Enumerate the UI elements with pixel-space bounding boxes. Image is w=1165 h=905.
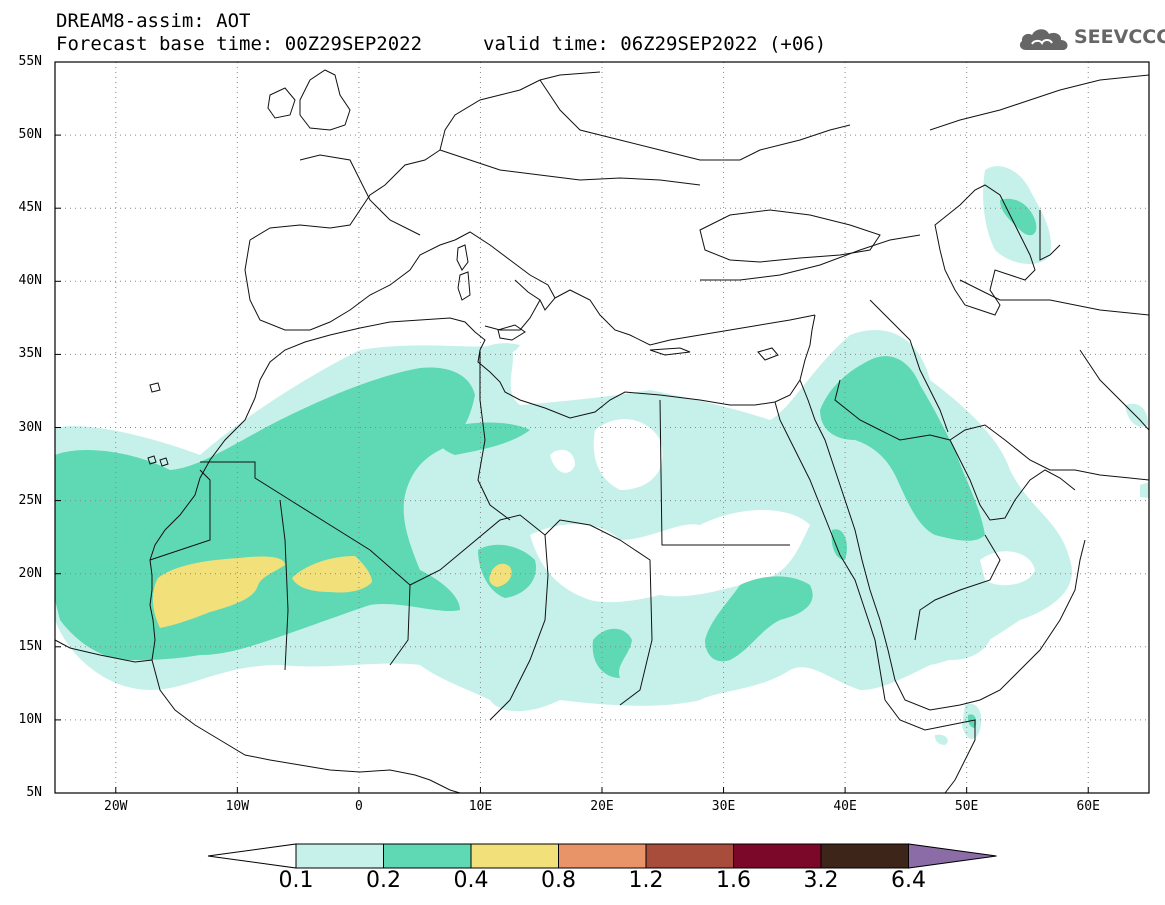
colorbar-segment [295, 843, 384, 869]
colorbar-tick-label: 0.4 [453, 868, 489, 893]
title-valid-time: valid time: 06Z29SEP2022 (+06) [483, 33, 827, 55]
lon-label: 10E [468, 799, 493, 814]
lat-label: 35N [18, 346, 42, 362]
colorbar-over-arrow [908, 843, 997, 869]
title-base-time: Forecast base time: 00Z29SEP2022 [56, 33, 423, 55]
lat-label: 5N [26, 785, 42, 800]
lon-label: 0 [354, 799, 363, 814]
aot-level-0.4 [152, 556, 512, 628]
lon-label: 20W [104, 799, 128, 814]
lat-label: 30N [18, 419, 42, 435]
lat-label: 15N [18, 638, 42, 654]
aot-clear-areas [530, 419, 1035, 603]
seevccc-logo: SEEVCCC [1018, 24, 1165, 56]
colorbar [207, 843, 997, 869]
title-product: DREAM8-assim: AOT [56, 10, 251, 32]
lat-label: 50N [18, 127, 42, 143]
lat-label: 10N [18, 711, 42, 727]
coastlines-and-borders [55, 69, 1149, 793]
lon-label: 30E [711, 799, 736, 814]
lon-label: 50E [954, 799, 979, 814]
colorbar-under-arrow [207, 843, 297, 869]
colorbar-segment [383, 843, 472, 869]
colorbar-segment [733, 843, 822, 869]
lon-label: 40E [833, 799, 857, 814]
lat-label: 55N [18, 54, 42, 69]
lat-label: 45N [18, 200, 42, 216]
colorbar-segment [820, 843, 909, 869]
colorbar-tick-label: 0.8 [541, 868, 576, 893]
cloud-icon [1019, 29, 1068, 50]
lon-label: 20E [590, 799, 614, 814]
axis-ticks [55, 61, 1089, 794]
colorbar-tick-label: 6.4 [891, 868, 926, 893]
colorbar-segment [645, 843, 734, 869]
colorbar-tick-label: 1.2 [628, 868, 664, 893]
colorbar-segment [470, 843, 559, 869]
lat-label: 40N [18, 273, 42, 289]
lon-label: 60E [1076, 799, 1100, 814]
colorbar-tick-label: 0.1 [278, 868, 314, 893]
lat-label: 25N [18, 492, 42, 508]
colorbar-tick-label: 0.2 [366, 868, 401, 893]
colorbar-tick-label: 1.6 [716, 868, 751, 893]
lat-label: 20N [18, 565, 42, 581]
lon-label: 10W [225, 799, 250, 814]
colorbar-tick-label: 3.2 [803, 868, 839, 893]
logo-text: SEEVCCC [1074, 26, 1165, 48]
colorbar-segment [558, 843, 647, 869]
